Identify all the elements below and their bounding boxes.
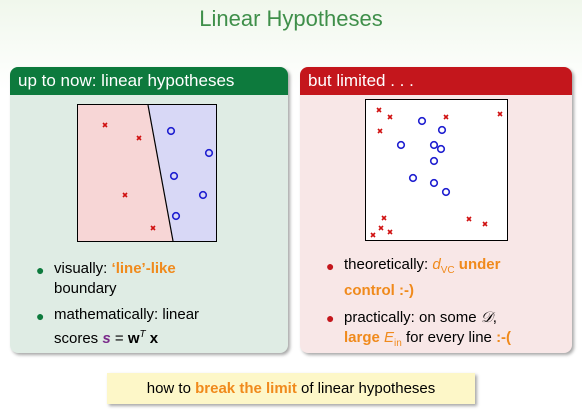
- left-bullet-list: ● visually: ‘line’-like boundary ● mathe…: [36, 259, 281, 353]
- right-panel: but limited . . .: [300, 67, 572, 353]
- right-panel-header: but limited . . .: [300, 67, 572, 95]
- left-panel: up to now: linear hypotheses ● vis: [10, 67, 288, 353]
- right-bullet-list: ● theoretically: dVC under control :-) ●…: [326, 255, 566, 353]
- bullet-dot: ●: [36, 308, 45, 324]
- bullet-dot: ●: [36, 262, 45, 278]
- bullet-mathematically: ● mathematically: linear scores s = wT x: [36, 306, 200, 347]
- linear-boundary-figure: [78, 105, 216, 241]
- left-panel-header: up to now: linear hypotheses: [10, 67, 288, 95]
- nonlinear-data-plot: [365, 99, 508, 241]
- bullet-dot: ●: [326, 310, 335, 326]
- bullet-dot: ●: [326, 258, 335, 274]
- bullet-practically: ● practically: on some 𝒟, large Ein for …: [326, 308, 512, 349]
- bullet-visually: ● visually: ‘line’-like boundary: [36, 260, 176, 297]
- slide-title: Linear Hypotheses: [199, 6, 383, 31]
- linear-boundary-plot: [77, 104, 217, 242]
- footer-callout: how to break the limit of linear hypothe…: [107, 373, 475, 404]
- bullet-theoretically: ● theoretically: dVC under control :-): [326, 256, 501, 299]
- nonlinear-data-figure: [370, 107, 503, 238]
